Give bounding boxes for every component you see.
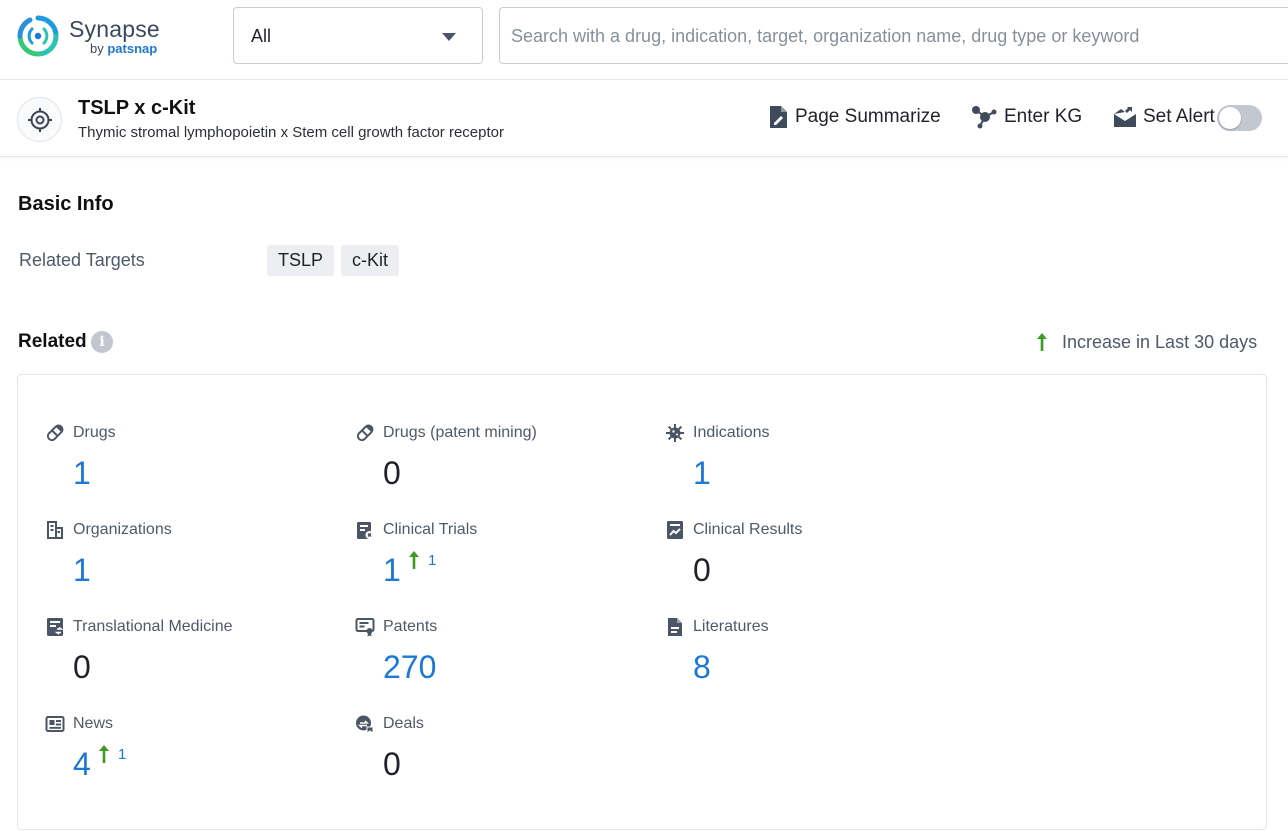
stat-clinical-results[interactable]: Clinical Results 0 bbox=[665, 520, 955, 600]
logo-name: Synapse bbox=[69, 16, 160, 43]
stat-value[interactable]: 1 bbox=[383, 552, 401, 589]
set-alert-label: Set Alert bbox=[1143, 106, 1215, 128]
handshake-icon bbox=[355, 714, 375, 734]
newspaper-icon bbox=[45, 714, 65, 734]
stat-label: Drugs (patent mining) bbox=[383, 424, 537, 442]
arrow-up-icon bbox=[408, 550, 420, 570]
search-scope-value: All bbox=[251, 26, 271, 47]
synapse-logo[interactable]: Synapse by patsnap bbox=[16, 14, 216, 60]
enter-kg-button[interactable]: Enter KG bbox=[970, 103, 1082, 131]
stat-increase: 1 bbox=[98, 744, 126, 764]
stat-value[interactable]: 8 bbox=[693, 649, 711, 686]
stat-label: Organizations bbox=[73, 521, 172, 539]
stat-value: 0 bbox=[383, 746, 401, 783]
stat-value[interactable]: 1 bbox=[693, 455, 711, 492]
basic-info-heading: Basic Info bbox=[18, 193, 114, 216]
search-input[interactable] bbox=[511, 22, 1271, 50]
pill-icon bbox=[355, 423, 375, 443]
stat-increase: 1 bbox=[408, 550, 436, 570]
page-summarize-label: Page Summarize bbox=[795, 106, 941, 128]
clipboard-icon bbox=[355, 520, 375, 540]
stat-value: 0 bbox=[73, 649, 91, 686]
stat-value[interactable]: 1 bbox=[73, 455, 91, 492]
knowledge-graph-icon bbox=[970, 104, 998, 130]
top-bar: Synapse by patsnap All bbox=[0, 0, 1288, 80]
doc-exchange-icon bbox=[45, 617, 65, 637]
certificate-icon bbox=[355, 617, 375, 637]
stat-label: Translational Medicine bbox=[73, 618, 232, 636]
stat-label: Clinical Results bbox=[693, 521, 802, 539]
stat-drugs-patent-mining[interactable]: Drugs (patent mining) 0 bbox=[355, 423, 645, 503]
stat-increase-count: 1 bbox=[428, 552, 436, 569]
stat-clinical-trials[interactable]: Clinical Trials 1 1 bbox=[355, 520, 645, 600]
pill-icon bbox=[45, 423, 65, 443]
page-subtitle: Thymic stromal lymphopoietin x Stem cell… bbox=[78, 124, 504, 141]
alert-toggle[interactable] bbox=[1217, 105, 1262, 131]
synapse-logo-icon bbox=[16, 14, 60, 58]
stat-indications[interactable]: Indications 1 bbox=[665, 423, 955, 503]
logo-byline: by patsnap bbox=[90, 41, 157, 56]
related-heading: Related bbox=[18, 331, 87, 353]
chart-doc-icon bbox=[665, 520, 685, 540]
search-scope-select[interactable]: All bbox=[233, 7, 483, 64]
stat-literatures[interactable]: Literatures 8 bbox=[665, 617, 955, 697]
logo-brand: patsnap bbox=[107, 41, 157, 56]
logo-by-prefix: by bbox=[90, 41, 104, 56]
increase-legend-label: Increase in Last 30 days bbox=[1062, 332, 1257, 353]
stat-label: Indications bbox=[693, 424, 770, 442]
alert-mail-icon bbox=[1113, 106, 1137, 128]
stat-value[interactable]: 1 bbox=[73, 552, 91, 589]
stat-value[interactable]: 270 bbox=[383, 649, 436, 686]
related-stats-panel: Drugs 1 Drugs (patent mining) 0 Indications 1… bbox=[17, 374, 1267, 830]
arrow-up-icon bbox=[98, 744, 110, 764]
stat-organizations[interactable]: Organizations 1 bbox=[45, 520, 335, 600]
stat-label: Drugs bbox=[73, 424, 116, 442]
page-title: TSLP x c-Kit bbox=[78, 97, 195, 120]
target-chip-c-kit[interactable]: c-Kit bbox=[341, 245, 399, 276]
toggle-knob bbox=[1219, 107, 1241, 129]
info-icon[interactable]: i bbox=[91, 331, 113, 353]
arrow-up-icon bbox=[1036, 332, 1048, 352]
virus-icon bbox=[665, 423, 685, 443]
target-avatar bbox=[17, 97, 62, 142]
stat-label: Patents bbox=[383, 618, 437, 636]
stat-label: News bbox=[73, 715, 113, 733]
stat-deals[interactable]: Deals 0 bbox=[355, 714, 645, 794]
enter-kg-label: Enter KG bbox=[1004, 106, 1082, 128]
stat-drugs[interactable]: Drugs 1 bbox=[45, 423, 335, 503]
increase-legend: Increase in Last 30 days bbox=[1036, 330, 1257, 354]
stat-value[interactable]: 4 bbox=[73, 746, 91, 783]
stat-increase-count: 1 bbox=[118, 746, 126, 763]
document-icon bbox=[665, 617, 685, 637]
stat-value: 0 bbox=[693, 552, 711, 589]
related-targets-label: Related Targets bbox=[19, 250, 145, 271]
search-box[interactable] bbox=[499, 7, 1288, 64]
stat-patents[interactable]: Patents 270 bbox=[355, 617, 645, 697]
target-chip-tslp[interactable]: TSLP bbox=[267, 245, 334, 276]
page-header: TSLP x c-Kit Thymic stromal lymphopoieti… bbox=[0, 81, 1288, 157]
stat-label: Deals bbox=[383, 715, 424, 733]
stat-news[interactable]: News 4 1 bbox=[45, 714, 335, 794]
building-icon bbox=[45, 520, 65, 540]
summarize-icon bbox=[768, 105, 789, 129]
stat-translational-medicine[interactable]: Translational Medicine 0 bbox=[45, 617, 335, 697]
stat-label: Literatures bbox=[693, 618, 769, 636]
stat-value: 0 bbox=[383, 455, 401, 492]
page-summarize-button[interactable]: Page Summarize bbox=[768, 103, 941, 131]
set-alert-button[interactable]: Set Alert bbox=[1113, 103, 1215, 131]
target-icon bbox=[27, 107, 53, 133]
chevron-down-icon bbox=[442, 33, 456, 41]
stat-label: Clinical Trials bbox=[383, 521, 477, 539]
